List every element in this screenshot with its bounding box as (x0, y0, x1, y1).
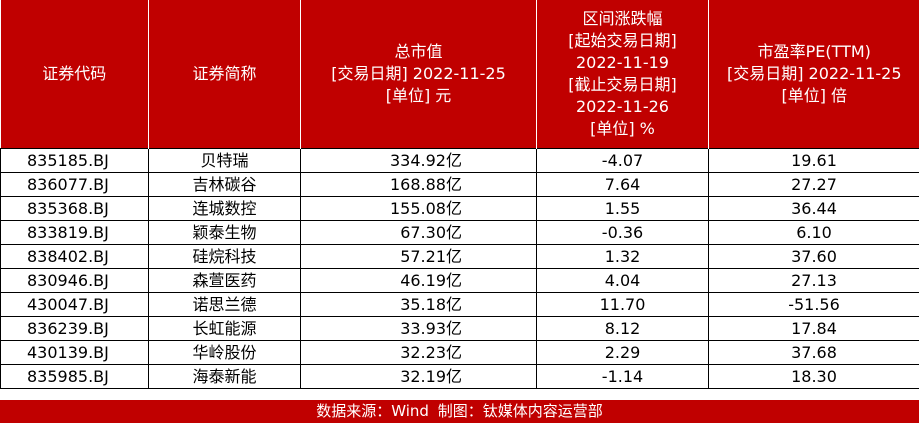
header-cap-line: [单位] 元 (385, 86, 452, 105)
cell-market-cap: 168.88亿 (300, 172, 537, 197)
cell-name: 吉林碳谷 (148, 172, 301, 197)
cell-pe-ratio: 37.60 (708, 244, 919, 269)
stock-table: 证券代码 证券简称 总市值 [交易日期] 2022-11-25 [单位] 元 区间涨… (0, 0, 919, 389)
header-chg-line: 2022-11-26 (576, 97, 669, 116)
cell-price-change: 4.04 (536, 268, 709, 293)
cell-price-change: 1.32 (536, 244, 709, 269)
cell-name: 诺思兰德 (148, 292, 301, 317)
cell-code: 836077.BJ (0, 172, 149, 197)
cell-pe-ratio: 37.68 (708, 340, 919, 365)
cell-name: 长虹能源 (148, 316, 301, 341)
table-row: 836239.BJ 长虹能源 33.93亿 8.12 17.84 (0, 316, 919, 341)
cell-price-change: -1.14 (536, 364, 709, 389)
cell-market-cap: 35.18亿 (300, 292, 537, 317)
header-price-change: 区间涨跌幅 [起始交易日期] 2022-11-19 [截止交易日期] 2022-11-2… (536, 0, 709, 149)
cell-name: 华岭股份 (148, 340, 301, 365)
footer-maker: 制图：钛媒体内容运营部 (437, 402, 603, 420)
cell-pe-ratio: 27.13 (708, 268, 919, 293)
table-row: 833819.BJ 颖泰生物 67.30亿 -0.36 6.10 (0, 220, 919, 245)
header-chg-line: 2022-11-19 (576, 53, 669, 72)
header-pe-line: [交易日期] 2022-11-25 (726, 64, 902, 83)
cell-name: 森萱医药 (148, 268, 301, 293)
table-header: 证券代码 证券简称 总市值 [交易日期] 2022-11-25 [单位] 元 区间涨… (0, 0, 919, 149)
cell-price-change: 1.55 (536, 196, 709, 221)
table-row: 835985.BJ 海泰新能 32.19亿 -1.14 18.30 (0, 364, 919, 389)
cell-market-cap: 67.30亿 (300, 220, 537, 245)
header-pe-line: 市盈率PE(TTM) (757, 42, 871, 61)
cell-pe-ratio: 19.61 (708, 148, 919, 173)
header-code: 证券代码 (0, 0, 149, 149)
cell-price-change: 2.29 (536, 340, 709, 365)
header-chg-line: 区间涨跌幅 (582, 9, 663, 28)
cell-market-cap: 46.19亿 (300, 268, 537, 293)
cell-code: 830946.BJ (0, 268, 149, 293)
cell-code: 430139.BJ (0, 340, 149, 365)
header-code-line: 证券代码 (42, 64, 107, 83)
header-name-line: 证券简称 (192, 64, 257, 83)
header-chg-line: [起始交易日期] (568, 31, 677, 50)
header-cap-line: 总市值 (394, 42, 443, 61)
table-row: 835185.BJ 贝特瑞 334.92亿 -4.07 19.61 (0, 148, 919, 173)
cell-price-change: 11.70 (536, 292, 709, 317)
cell-pe-ratio: 17.84 (708, 316, 919, 341)
header-name: 证券简称 (148, 0, 301, 149)
header-pe-ratio: 市盈率PE(TTM) [交易日期] 2022-11-25 [单位] 倍 (708, 0, 919, 149)
header-cap-line: [交易日期] 2022-11-25 (331, 64, 506, 83)
cell-code: 833819.BJ (0, 220, 149, 245)
cell-price-change: 8.12 (536, 316, 709, 341)
cell-price-change: 7.64 (536, 172, 709, 197)
cell-name: 连城数控 (148, 196, 301, 221)
cell-name: 贝特瑞 (148, 148, 301, 173)
cell-price-change: -0.36 (536, 220, 709, 245)
cell-market-cap: 155.08亿 (300, 196, 537, 221)
cell-pe-ratio: 36.44 (708, 196, 919, 221)
header-market-cap: 总市值 [交易日期] 2022-11-25 [单位] 元 (300, 0, 537, 149)
cell-pe-ratio: 6.10 (708, 220, 919, 245)
cell-code: 835185.BJ (0, 148, 149, 173)
cell-code: 835985.BJ (0, 364, 149, 389)
cell-name: 海泰新能 (148, 364, 301, 389)
cell-code: 835368.BJ (0, 196, 149, 221)
cell-code: 838402.BJ (0, 244, 149, 269)
cell-pe-ratio: 18.30 (708, 364, 919, 389)
cell-market-cap: 32.23亿 (300, 340, 537, 365)
cell-market-cap: 32.19亿 (300, 364, 537, 389)
header-pe-line: [单位] 倍 (781, 86, 848, 105)
cell-market-cap: 334.92亿 (300, 148, 537, 173)
header-chg-line: [截止交易日期] (568, 75, 677, 94)
cell-name: 颖泰生物 (148, 220, 301, 245)
cell-market-cap: 57.21亿 (300, 244, 537, 269)
cell-price-change: -4.07 (536, 148, 709, 173)
cell-pe-ratio: 27.27 (708, 172, 919, 197)
table-body: 835185.BJ 贝特瑞 334.92亿 -4.07 19.61 836077.BJ 吉林… (0, 148, 919, 389)
table-row: 430139.BJ 华岭股份 32.23亿 2.29 37.68 (0, 340, 919, 365)
cell-code: 430047.BJ (0, 292, 149, 317)
cell-market-cap: 33.93亿 (300, 316, 537, 341)
cell-name: 硅烷科技 (148, 244, 301, 269)
cell-pe-ratio: -51.56 (708, 292, 919, 317)
cell-code: 836239.BJ (0, 316, 149, 341)
table-row: 835368.BJ 连城数控 155.08亿 1.55 36.44 (0, 196, 919, 221)
header-chg-line: [单位] % (590, 119, 655, 138)
table-row: 838402.BJ 硅烷科技 57.21亿 1.32 37.60 (0, 244, 919, 269)
table-row: 836077.BJ 吉林碳谷 168.88亿 7.64 27.27 (0, 172, 919, 197)
table-row: 430047.BJ 诺思兰德 35.18亿 11.70 -51.56 (0, 292, 919, 317)
footer: 数据来源：Wind 制图：钛媒体内容运营部 (0, 400, 919, 423)
footer-source: 数据来源：Wind (316, 402, 429, 420)
table-row: 830946.BJ 森萱医药 46.19亿 4.04 27.13 (0, 268, 919, 293)
